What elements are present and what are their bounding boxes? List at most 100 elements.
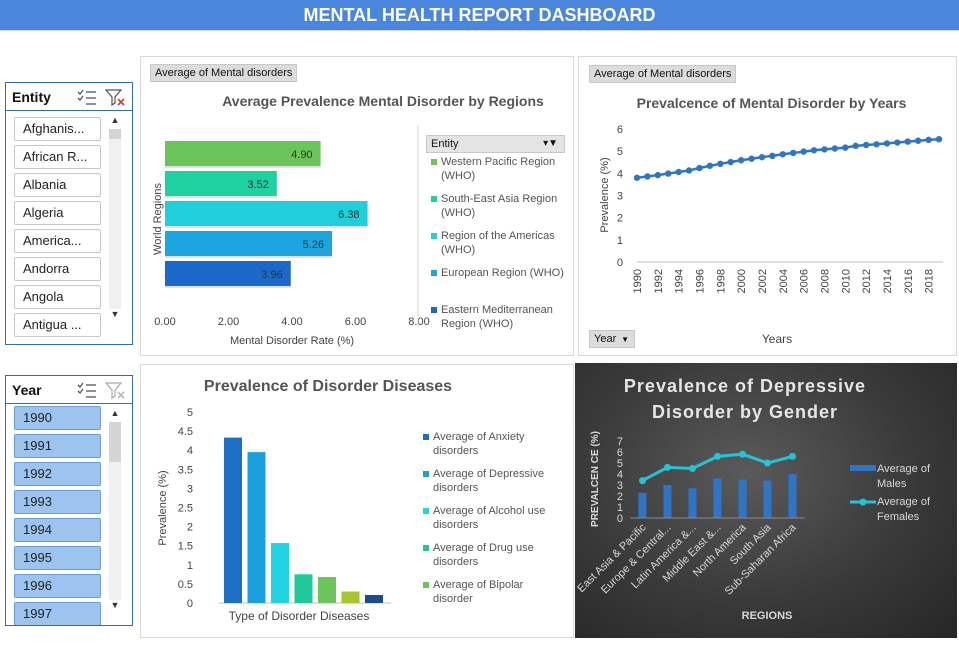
- disorders-chart-panel: Prevalence of Disorder Diseases 0 0.5 1 1.5…: [140, 364, 574, 638]
- y-tick-label: 5: [617, 458, 623, 470]
- legend-label: Eastern Mediterranean Region (WHO): [441, 304, 553, 330]
- slicer-item-year[interactable]: 1995: [14, 546, 101, 570]
- legend-item[interactable]: European Region (WHO): [431, 266, 567, 280]
- legend-item[interactable]: Eastern Mediterranean Region (WHO): [431, 303, 567, 331]
- legend-item[interactable]: Average of Depressive disorders: [423, 467, 563, 495]
- scroll-track[interactable]: [109, 139, 121, 309]
- y-tick-label: 1.5: [178, 541, 193, 553]
- y-tick-label: 3.5: [178, 464, 193, 476]
- region-bar: [165, 231, 333, 256]
- multi-select-icon[interactable]: [76, 88, 98, 106]
- y-tick-label: 3: [617, 191, 623, 203]
- data-point: [883, 140, 891, 147]
- y-tick-label: 1: [617, 235, 623, 247]
- disorder-bar: [365, 594, 383, 603]
- legend-label: Average of Alcohol use disorders: [433, 505, 546, 531]
- slicer-item-entity[interactable]: African R...: [14, 145, 101, 169]
- females-point: [789, 452, 796, 460]
- entity-legend-field-button[interactable]: Entity ▾▼: [426, 135, 565, 153]
- scroll-up-icon[interactable]: ▲: [110, 408, 120, 418]
- entity-slicer-title: Entity: [12, 88, 51, 105]
- legend-item[interactable]: South-East Asia Region (WHO): [431, 192, 567, 220]
- y-tick-label: 4.5: [178, 426, 193, 438]
- x-tick-label: 1990: [632, 269, 644, 293]
- slicer-item-year[interactable]: 1991: [14, 434, 101, 458]
- region-bar: [165, 141, 321, 166]
- data-point: [633, 174, 641, 181]
- scroll-down-icon[interactable]: ▼: [110, 600, 120, 610]
- legend-swatch: [431, 159, 437, 165]
- entity-slicer-list: Afghanis... African R... Albania Algeria Ame…: [14, 117, 101, 341]
- x-tick-label: 2012: [861, 269, 873, 293]
- legend-item[interactable]: Average of Alcohol use disorders: [423, 504, 563, 532]
- legend-item[interactable]: Average of Drug use disorders: [423, 541, 563, 569]
- scroll-thumb[interactable]: [109, 422, 121, 462]
- slicer-item-year[interactable]: 1992: [14, 462, 101, 486]
- y-tick-label: 0: [617, 257, 623, 269]
- clear-filter-icon[interactable]: [104, 381, 126, 399]
- males-bar: [663, 485, 672, 518]
- year-slicer-header: Year: [6, 376, 132, 404]
- slicer-item-entity[interactable]: America...: [14, 229, 101, 253]
- slicer-item-year[interactable]: 1997: [14, 602, 101, 625]
- legend-swatch: [423, 508, 429, 514]
- slicer-item-year[interactable]: 1996: [14, 574, 101, 598]
- x-tick-label: 2008: [819, 269, 831, 293]
- slicer-item-entity[interactable]: Angola: [14, 285, 101, 309]
- scroll-down-icon[interactable]: ▼: [110, 309, 120, 319]
- y-tick-label: 4: [187, 445, 193, 457]
- slicer-item-year[interactable]: 1994: [14, 518, 101, 542]
- multi-select-icon[interactable]: [76, 381, 98, 399]
- males-bar: [638, 492, 647, 518]
- year-axis-field-button[interactable]: Year ▼: [589, 330, 635, 348]
- data-point: [831, 145, 839, 152]
- females-point: [714, 452, 721, 460]
- scroll-up-icon[interactable]: ▲: [110, 115, 120, 125]
- data-point: [685, 167, 693, 174]
- gender-chart-panel: Prevalence of Depressive Disorder by Gen…: [575, 363, 957, 638]
- legend-item[interactable]: Average of Anxiety disorders: [423, 430, 563, 458]
- slicer-item-entity[interactable]: Andorra: [14, 257, 101, 281]
- scroll-thumb[interactable]: [109, 129, 121, 139]
- slicer-item-entity[interactable]: Albania: [14, 173, 101, 197]
- x-tick-label: 4.00: [281, 316, 302, 328]
- slicer-item-entity[interactable]: Antigua ...: [14, 313, 101, 337]
- year-axis-field-label: Year: [594, 333, 617, 345]
- legend-swatch: [431, 270, 437, 276]
- slicer-item-entity[interactable]: Afghanis...: [14, 117, 101, 141]
- entity-scrollbar[interactable]: ▲ ▼: [108, 115, 122, 323]
- data-point: [925, 136, 932, 144]
- legend-label-females: Average of Females: [877, 496, 931, 523]
- y-tick-label: 7: [617, 436, 623, 448]
- regions-field-button[interactable]: Average of Mental disorders: [150, 64, 298, 82]
- legend-swatch: [431, 196, 437, 202]
- scroll-track[interactable]: [109, 462, 121, 600]
- year-scrollbar[interactable]: ▲ ▼: [108, 408, 122, 614]
- x-tick-label: 1998: [715, 269, 727, 293]
- legend-swatch: [431, 307, 437, 313]
- males-bar: [763, 480, 772, 518]
- legend-item[interactable]: Region of the Americas (WHO): [431, 229, 567, 257]
- legend-item[interactable]: Average of Bipolar disorder: [423, 578, 563, 606]
- slicer-item-year[interactable]: 1990: [14, 406, 101, 430]
- females-point: [764, 459, 771, 467]
- data-point: [935, 135, 943, 143]
- y-tick-label: 6: [617, 447, 623, 459]
- legend-label: South-East Asia Region (WHO): [441, 193, 558, 219]
- entity-slicer: Entity Afghanis... African R... Albania Alg…: [5, 82, 133, 345]
- region-bar: [165, 201, 368, 226]
- years-field-button[interactable]: Average of Mental disorders: [589, 65, 737, 83]
- bar-value-label: 3.52: [247, 179, 268, 191]
- slicer-item-year[interactable]: 1993: [14, 490, 101, 514]
- females-point: [639, 477, 646, 485]
- slicer-item-entity[interactable]: Algeria: [14, 201, 101, 225]
- legend-item[interactable]: Western Pacific Region (WHO): [431, 155, 567, 183]
- data-point: [717, 160, 724, 168]
- disorder-bar: [318, 577, 336, 603]
- years-chart-title: Prevalcence of Mental Disorder by Years: [636, 95, 907, 111]
- dashboard-title: MENTAL HEALTH REPORT DASHBOARD: [0, 0, 959, 30]
- disorders-chart-title: Prevalence of Disorder Diseases: [203, 378, 453, 395]
- clear-filter-icon[interactable]: [104, 88, 126, 106]
- data-point: [862, 141, 870, 149]
- y-tick-label: 4: [617, 469, 623, 481]
